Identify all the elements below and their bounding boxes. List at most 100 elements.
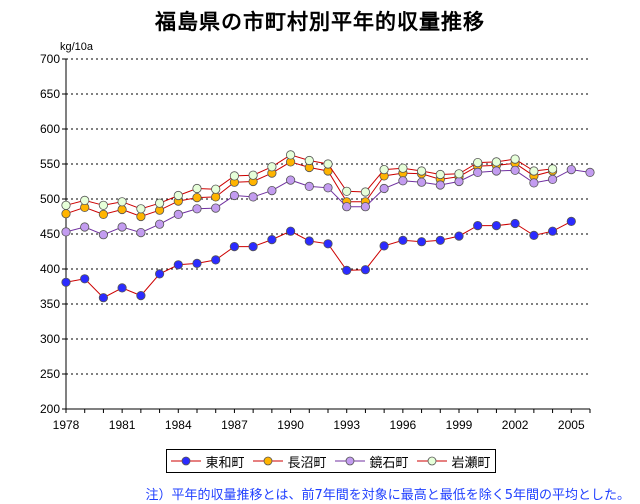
data-point — [267, 162, 277, 172]
legend-label: 岩瀬町 — [451, 455, 491, 471]
data-point — [229, 190, 239, 201]
data-point — [248, 170, 258, 180]
data-point — [379, 183, 389, 194]
legend-item: 岩瀬町 — [417, 452, 491, 471]
data-point — [566, 216, 576, 226]
data-point — [155, 198, 165, 208]
data-point — [117, 222, 127, 232]
y-tick-label: 600 — [40, 122, 60, 136]
data-point — [61, 200, 71, 210]
y-tick-label: 200 — [40, 402, 60, 416]
legend: 東和町 長沼町 鏡石町 岩瀬町 — [166, 449, 496, 473]
data-point — [136, 228, 146, 238]
x-tick-label: 1999 — [446, 418, 473, 432]
data-point — [398, 235, 408, 245]
data-point — [98, 209, 109, 219]
data-point — [510, 154, 520, 164]
data-point — [80, 195, 90, 205]
y-tick-label: 300 — [40, 332, 60, 346]
legend-label: 東和町 — [205, 455, 245, 471]
data-point — [454, 176, 464, 187]
y-tick-label: 650 — [40, 87, 60, 101]
data-point — [304, 236, 314, 246]
data-point — [435, 235, 445, 245]
data-point — [547, 226, 558, 236]
data-point — [98, 230, 109, 240]
data-point — [454, 169, 464, 179]
data-point — [491, 166, 501, 176]
data-point — [211, 203, 221, 213]
data-point — [155, 219, 165, 229]
data-point — [304, 155, 314, 166]
data-point — [510, 165, 520, 175]
data-point — [136, 290, 146, 301]
chart-footnote: 注）平年的収量推移とは、前7年間を対象に最高と最低を除く5年間の平均とした。 — [145, 488, 630, 503]
data-point — [529, 230, 539, 240]
data-point — [211, 192, 221, 202]
data-point — [61, 227, 71, 237]
legend-item: 長沼町 — [253, 452, 327, 471]
y-tick-label: 450 — [40, 227, 60, 241]
data-point — [192, 258, 202, 268]
data-point — [360, 187, 370, 197]
data-point — [117, 197, 127, 207]
data-point — [547, 174, 558, 184]
legend-swatch-icon — [335, 456, 366, 466]
data-point — [529, 178, 539, 188]
series-1 — [61, 216, 576, 303]
data-point — [192, 193, 202, 203]
data-point — [566, 165, 576, 175]
x-tick-label: 1978 — [53, 418, 80, 432]
x-tick-label: 1981 — [109, 418, 136, 432]
data-point — [585, 167, 595, 177]
data-point — [360, 202, 370, 212]
data-point — [416, 177, 427, 187]
x-tick-label: 2005 — [558, 418, 585, 432]
data-point — [473, 158, 483, 168]
x-tick-label: 1984 — [165, 418, 192, 432]
data-point — [285, 150, 296, 160]
legend-label: 鏡石町 — [369, 455, 409, 471]
data-point — [416, 237, 427, 247]
data-point — [529, 166, 539, 176]
data-point — [192, 183, 202, 194]
data-point — [342, 186, 352, 196]
y-tick-label: 350 — [40, 297, 60, 311]
data-point — [229, 242, 239, 252]
legend-swatch-icon — [171, 456, 202, 466]
data-point — [136, 211, 146, 222]
data-point — [248, 192, 258, 202]
data-point — [211, 255, 221, 265]
legend-item: 東和町 — [171, 452, 245, 471]
chart-title: 福島県の市町村別平年的収量推移 — [155, 10, 485, 34]
data-point — [98, 200, 109, 210]
series-3 — [61, 165, 595, 240]
data-point — [80, 222, 90, 232]
y-tick-label: 500 — [40, 192, 60, 206]
data-point — [379, 241, 389, 251]
data-point — [117, 283, 127, 293]
data-point — [510, 218, 520, 229]
data-point — [435, 180, 445, 190]
data-point — [173, 209, 183, 219]
data-point — [454, 231, 464, 241]
data-point — [211, 184, 221, 194]
data-point — [267, 235, 277, 245]
legend-item: 鏡石町 — [335, 452, 409, 471]
data-point — [285, 226, 296, 236]
data-point — [285, 175, 296, 185]
gridlines — [66, 58, 590, 375]
data-point — [398, 163, 408, 173]
legend-swatch-icon — [253, 456, 284, 466]
data-point — [267, 186, 277, 196]
x-tick-label: 2002 — [502, 418, 529, 432]
data-point — [61, 209, 71, 219]
data-point — [323, 183, 333, 193]
y-tick-label: 700 — [40, 52, 60, 66]
y-tick-label: 250 — [40, 367, 60, 381]
data-point — [98, 293, 109, 303]
y-axis-unit-label: kg/10a — [60, 41, 94, 53]
data-point — [248, 242, 258, 252]
data-point — [304, 181, 314, 191]
data-point — [61, 277, 71, 287]
